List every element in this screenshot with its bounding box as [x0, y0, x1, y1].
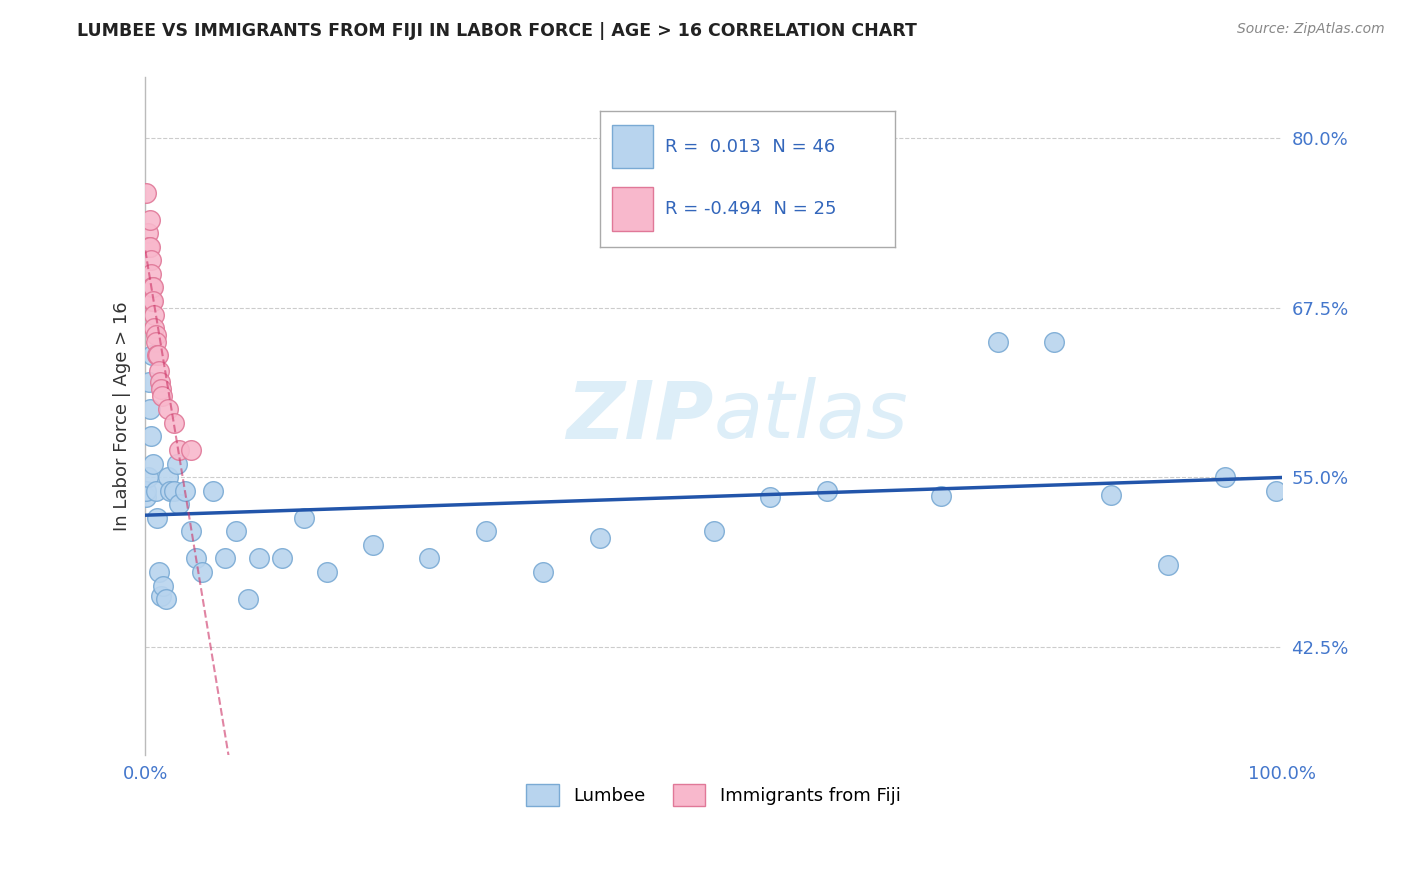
- Point: [138, 240, 160, 254]
- Text: ZIP: ZIP: [567, 377, 713, 455]
- Text: Source: ZipAtlas.com: Source: ZipAtlas.com: [1237, 22, 1385, 37]
- Point: [155, 592, 177, 607]
- Point: [145, 327, 167, 342]
- Point: [139, 267, 162, 281]
- Point: [759, 491, 782, 505]
- Point: [1099, 488, 1122, 502]
- Point: [136, 226, 159, 240]
- Point: [143, 308, 166, 322]
- Point: [361, 538, 384, 552]
- Point: [236, 592, 259, 607]
- Point: [702, 524, 724, 539]
- Point: [139, 240, 162, 254]
- Point: [135, 483, 157, 498]
- Point: [141, 280, 163, 294]
- Point: [159, 483, 181, 498]
- Point: [146, 348, 169, 362]
- Point: [202, 483, 225, 498]
- Text: atlas: atlas: [713, 377, 908, 455]
- Point: [191, 565, 214, 579]
- Point: [987, 334, 1010, 349]
- Point: [139, 253, 162, 268]
- Point: [141, 348, 163, 362]
- Point: [180, 443, 202, 458]
- Point: [145, 348, 167, 362]
- Point: [589, 531, 612, 545]
- Point: [294, 510, 316, 524]
- Point: [815, 483, 838, 498]
- Point: [166, 457, 188, 471]
- Text: LUMBEE VS IMMIGRANTS FROM FIJI IN LABOR FORCE | AGE > 16 CORRELATION CHART: LUMBEE VS IMMIGRANTS FROM FIJI IN LABOR …: [77, 22, 917, 40]
- Point: [157, 402, 180, 417]
- Point: [180, 524, 202, 539]
- Point: [143, 321, 166, 335]
- Y-axis label: In Labor Force | Age > 16: In Labor Force | Age > 16: [114, 301, 131, 531]
- Point: [149, 376, 172, 390]
- Point: [150, 590, 173, 604]
- Point: [418, 551, 440, 566]
- Point: [142, 280, 165, 294]
- Point: [475, 524, 498, 539]
- Point: [142, 293, 165, 308]
- Point: [141, 293, 163, 308]
- Point: [157, 470, 180, 484]
- Point: [150, 382, 173, 396]
- Point: [174, 483, 197, 498]
- Point: [139, 212, 162, 227]
- Point: [163, 416, 186, 430]
- Point: [142, 457, 165, 471]
- Point: [139, 402, 162, 417]
- Point: [225, 524, 247, 539]
- Point: [1213, 470, 1236, 484]
- Point: [247, 551, 270, 566]
- Point: [163, 483, 186, 498]
- Point: [1157, 558, 1180, 573]
- Point: [139, 429, 162, 443]
- Legend: Lumbee, Immigrants from Fiji: Lumbee, Immigrants from Fiji: [519, 777, 908, 814]
- Point: [531, 565, 554, 579]
- Point: [169, 443, 191, 458]
- Point: [150, 389, 173, 403]
- Point: [138, 376, 160, 390]
- Point: [214, 551, 236, 566]
- Point: [145, 334, 167, 349]
- Point: [148, 364, 170, 378]
- Point: [270, 551, 292, 566]
- Point: [929, 489, 952, 503]
- Point: [316, 565, 339, 579]
- Point: [136, 470, 159, 484]
- Point: [152, 578, 174, 592]
- Point: [145, 510, 167, 524]
- Point: [186, 551, 208, 566]
- Point: [135, 186, 157, 200]
- Point: [148, 565, 170, 579]
- Point: [169, 497, 191, 511]
- Point: [1265, 483, 1288, 498]
- Point: [1043, 334, 1066, 349]
- Point: [145, 483, 167, 498]
- Point: [135, 491, 157, 505]
